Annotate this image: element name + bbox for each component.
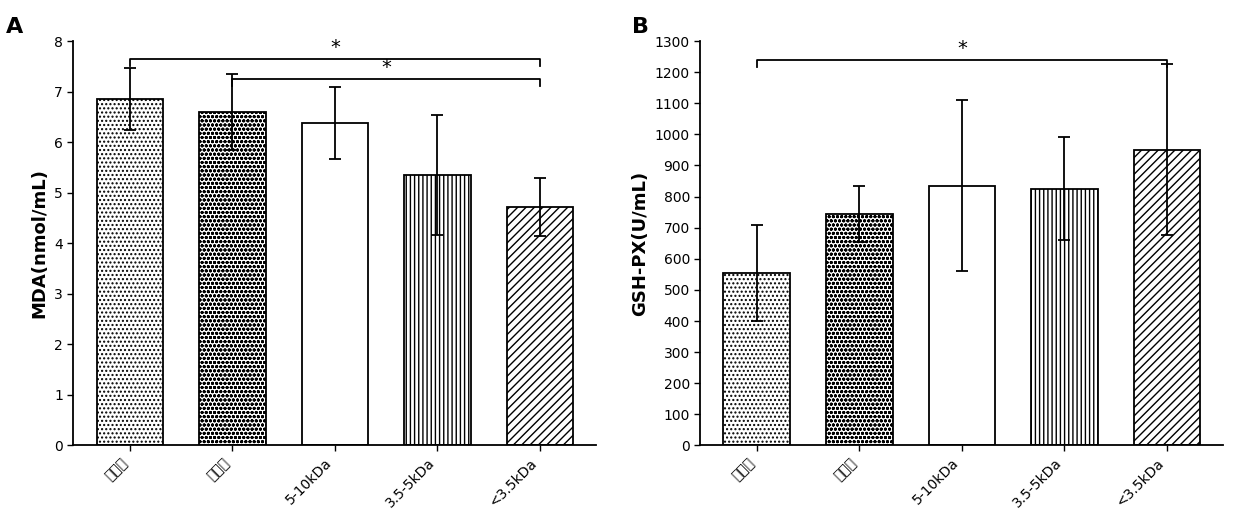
Text: *: * [957, 38, 967, 57]
Bar [200, 112, 265, 445]
Y-axis label: MDA(nmol/mL): MDA(nmol/mL) [31, 168, 48, 318]
Bar [1133, 150, 1200, 445]
Y-axis label: GSH-PX(U/mL): GSH-PX(U/mL) [631, 171, 650, 316]
Bar [826, 213, 893, 445]
Text: *: * [381, 58, 391, 77]
Bar [97, 99, 164, 445]
Text: A: A [5, 17, 22, 37]
Text: B: B [632, 17, 650, 37]
Bar [723, 273, 790, 445]
Bar [507, 207, 573, 445]
Bar [301, 123, 368, 445]
Bar [404, 175, 471, 445]
Bar [929, 186, 996, 445]
Bar [1032, 189, 1097, 445]
Text: *: * [330, 38, 340, 57]
